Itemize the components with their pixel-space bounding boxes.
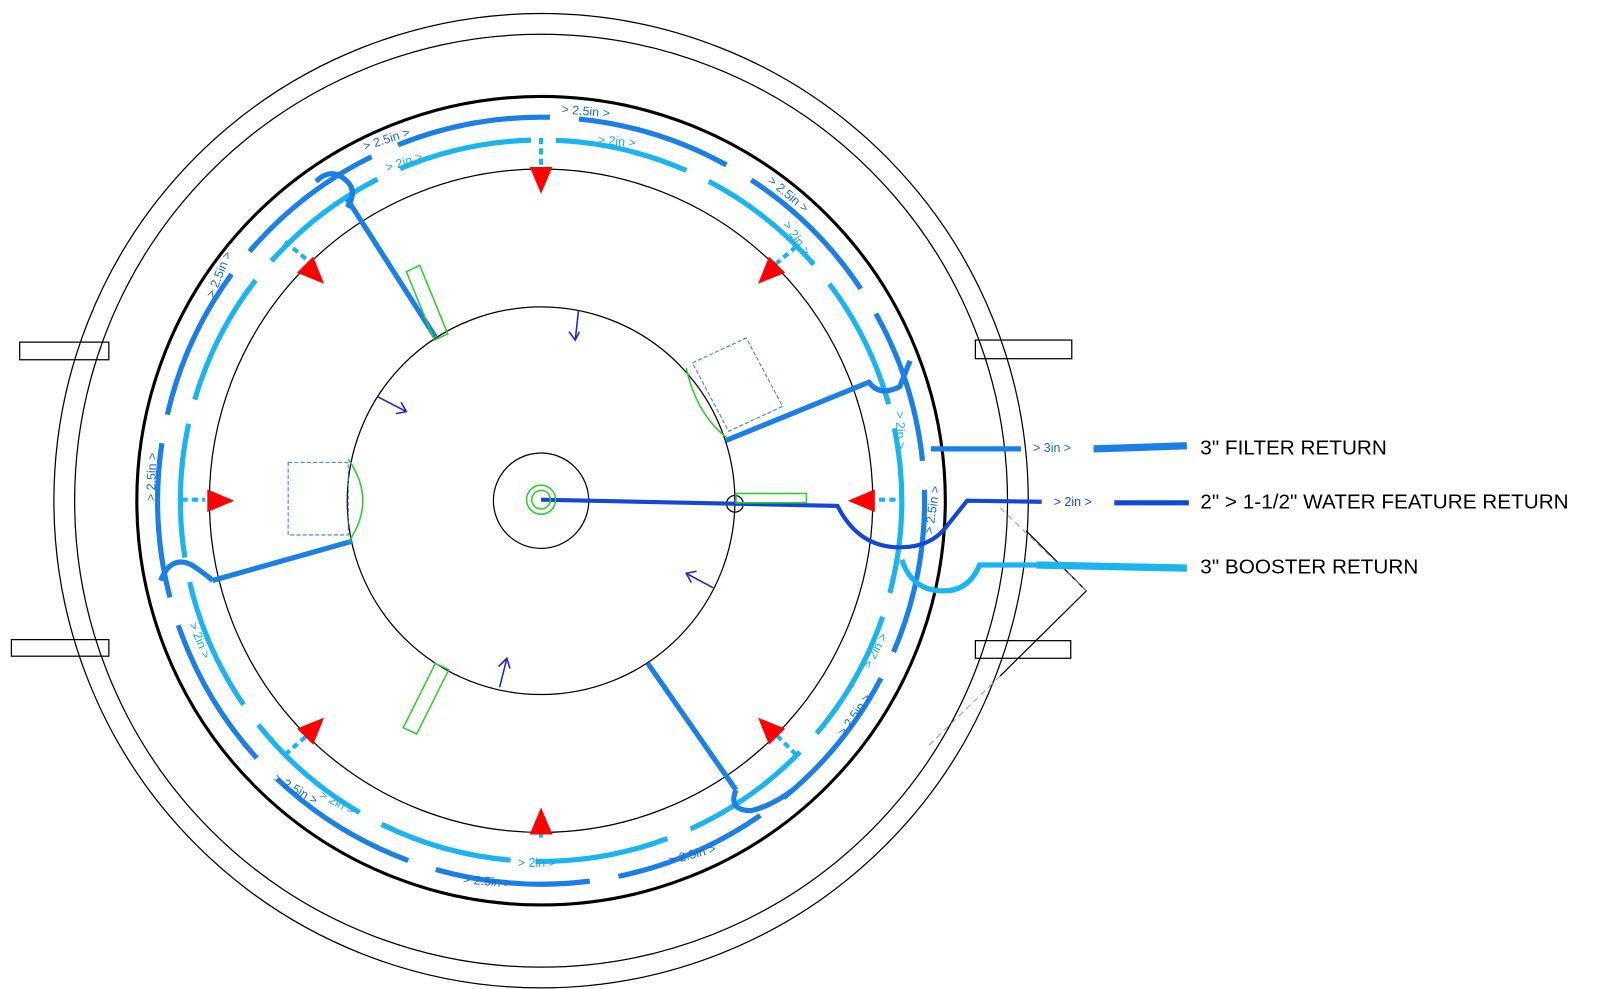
- pipe-loop: [314, 171, 356, 209]
- flow-arrow: [377, 396, 408, 415]
- center-fixture: [525, 484, 557, 515]
- fixture: [405, 264, 449, 342]
- pipe-label: > 2.5in >: [361, 125, 411, 153]
- pipe-label: > 2.5in >: [922, 485, 943, 535]
- skimmer-box: [287, 461, 349, 536]
- legend: 3" FILTER RETURN 2" > 1-1/2" WATER FEATU…: [1036, 436, 1569, 579]
- pipe-2-5in: [154, 114, 928, 887]
- pipe-loop: [866, 359, 913, 394]
- connector: [283, 239, 311, 263]
- flow-arrow: [568, 310, 581, 342]
- legend-label: 3" BOOSTER RETURN: [1200, 556, 1418, 579]
- inner-pool: [346, 306, 736, 696]
- fixture: [735, 492, 808, 504]
- return-jets: [207, 166, 875, 835]
- pipe-label: > 2in >: [1054, 495, 1092, 509]
- side-post: [974, 640, 1072, 659]
- pipe-label: > 2in >: [597, 133, 636, 150]
- pipe-loop: [731, 787, 795, 814]
- radial-pipe: [345, 197, 438, 339]
- pipe-label: > 2in >: [518, 856, 556, 870]
- connector: [773, 245, 798, 266]
- legend-swatch: [1036, 561, 1187, 572]
- radial-pipe: [645, 661, 739, 792]
- pipe-label: > 2in >: [893, 411, 908, 449]
- skimmer: [347, 458, 364, 543]
- side-post: [974, 339, 1073, 360]
- return-jet: [529, 807, 553, 835]
- water-feature-pipe: [541, 497, 1042, 550]
- booster-pipe: [899, 558, 1037, 594]
- pipe-label: > 2in >: [384, 150, 424, 175]
- legend-label: 2" > 1-1/2" WATER FEATURE RETURN: [1200, 490, 1568, 513]
- center-fixture: [530, 489, 552, 510]
- skimmer-box: [691, 337, 784, 432]
- pipe-label: > 2.5in >: [667, 842, 717, 868]
- pipe-label: > 2.5in >: [561, 102, 610, 120]
- radial-pipe: [211, 538, 354, 584]
- flow-arrow: [498, 656, 511, 688]
- legend-swatch: [1093, 442, 1187, 453]
- pipe-labels: > 2.5in >> 2in >> 2.5in >> 2in >> 2.5in …: [144, 102, 1092, 890]
- return-jet: [758, 717, 786, 745]
- side-post: [19, 341, 110, 361]
- radial-pipe: [724, 379, 872, 444]
- return-jet: [758, 256, 786, 284]
- return-jet: [297, 256, 325, 284]
- skimmer-boxes: [287, 337, 784, 536]
- pipe-label: > 2.5in >: [271, 771, 320, 807]
- flow-arrow: [684, 570, 714, 589]
- connectors: [181, 137, 902, 838]
- pipe-label: > 2.5in >: [144, 452, 160, 501]
- return-jet: [847, 489, 875, 513]
- return-jet: [529, 166, 553, 194]
- equipment-outline: [999, 530, 1088, 677]
- pipes: [154, 114, 1042, 887]
- pipe-label: > 2.5in >: [463, 872, 512, 890]
- flow-arrows: [377, 310, 714, 688]
- pipe-label: > 2in >: [860, 631, 890, 671]
- legend-label: 3" FILTER RETURN: [1200, 436, 1387, 459]
- pool-wall: [135, 94, 947, 907]
- connector: [283, 732, 311, 757]
- return-jet: [207, 489, 235, 513]
- fixtures: [347, 264, 808, 735]
- pipe-label: > 3in >: [1033, 441, 1071, 455]
- radial-pipes: [158, 171, 1021, 814]
- return-jet: [297, 717, 325, 745]
- guide-line: [927, 675, 1001, 747]
- pipe-loop: [158, 559, 215, 583]
- skimmer: [685, 367, 729, 440]
- connector: [773, 732, 798, 757]
- side-post: [10, 638, 110, 657]
- fixture: [402, 662, 450, 735]
